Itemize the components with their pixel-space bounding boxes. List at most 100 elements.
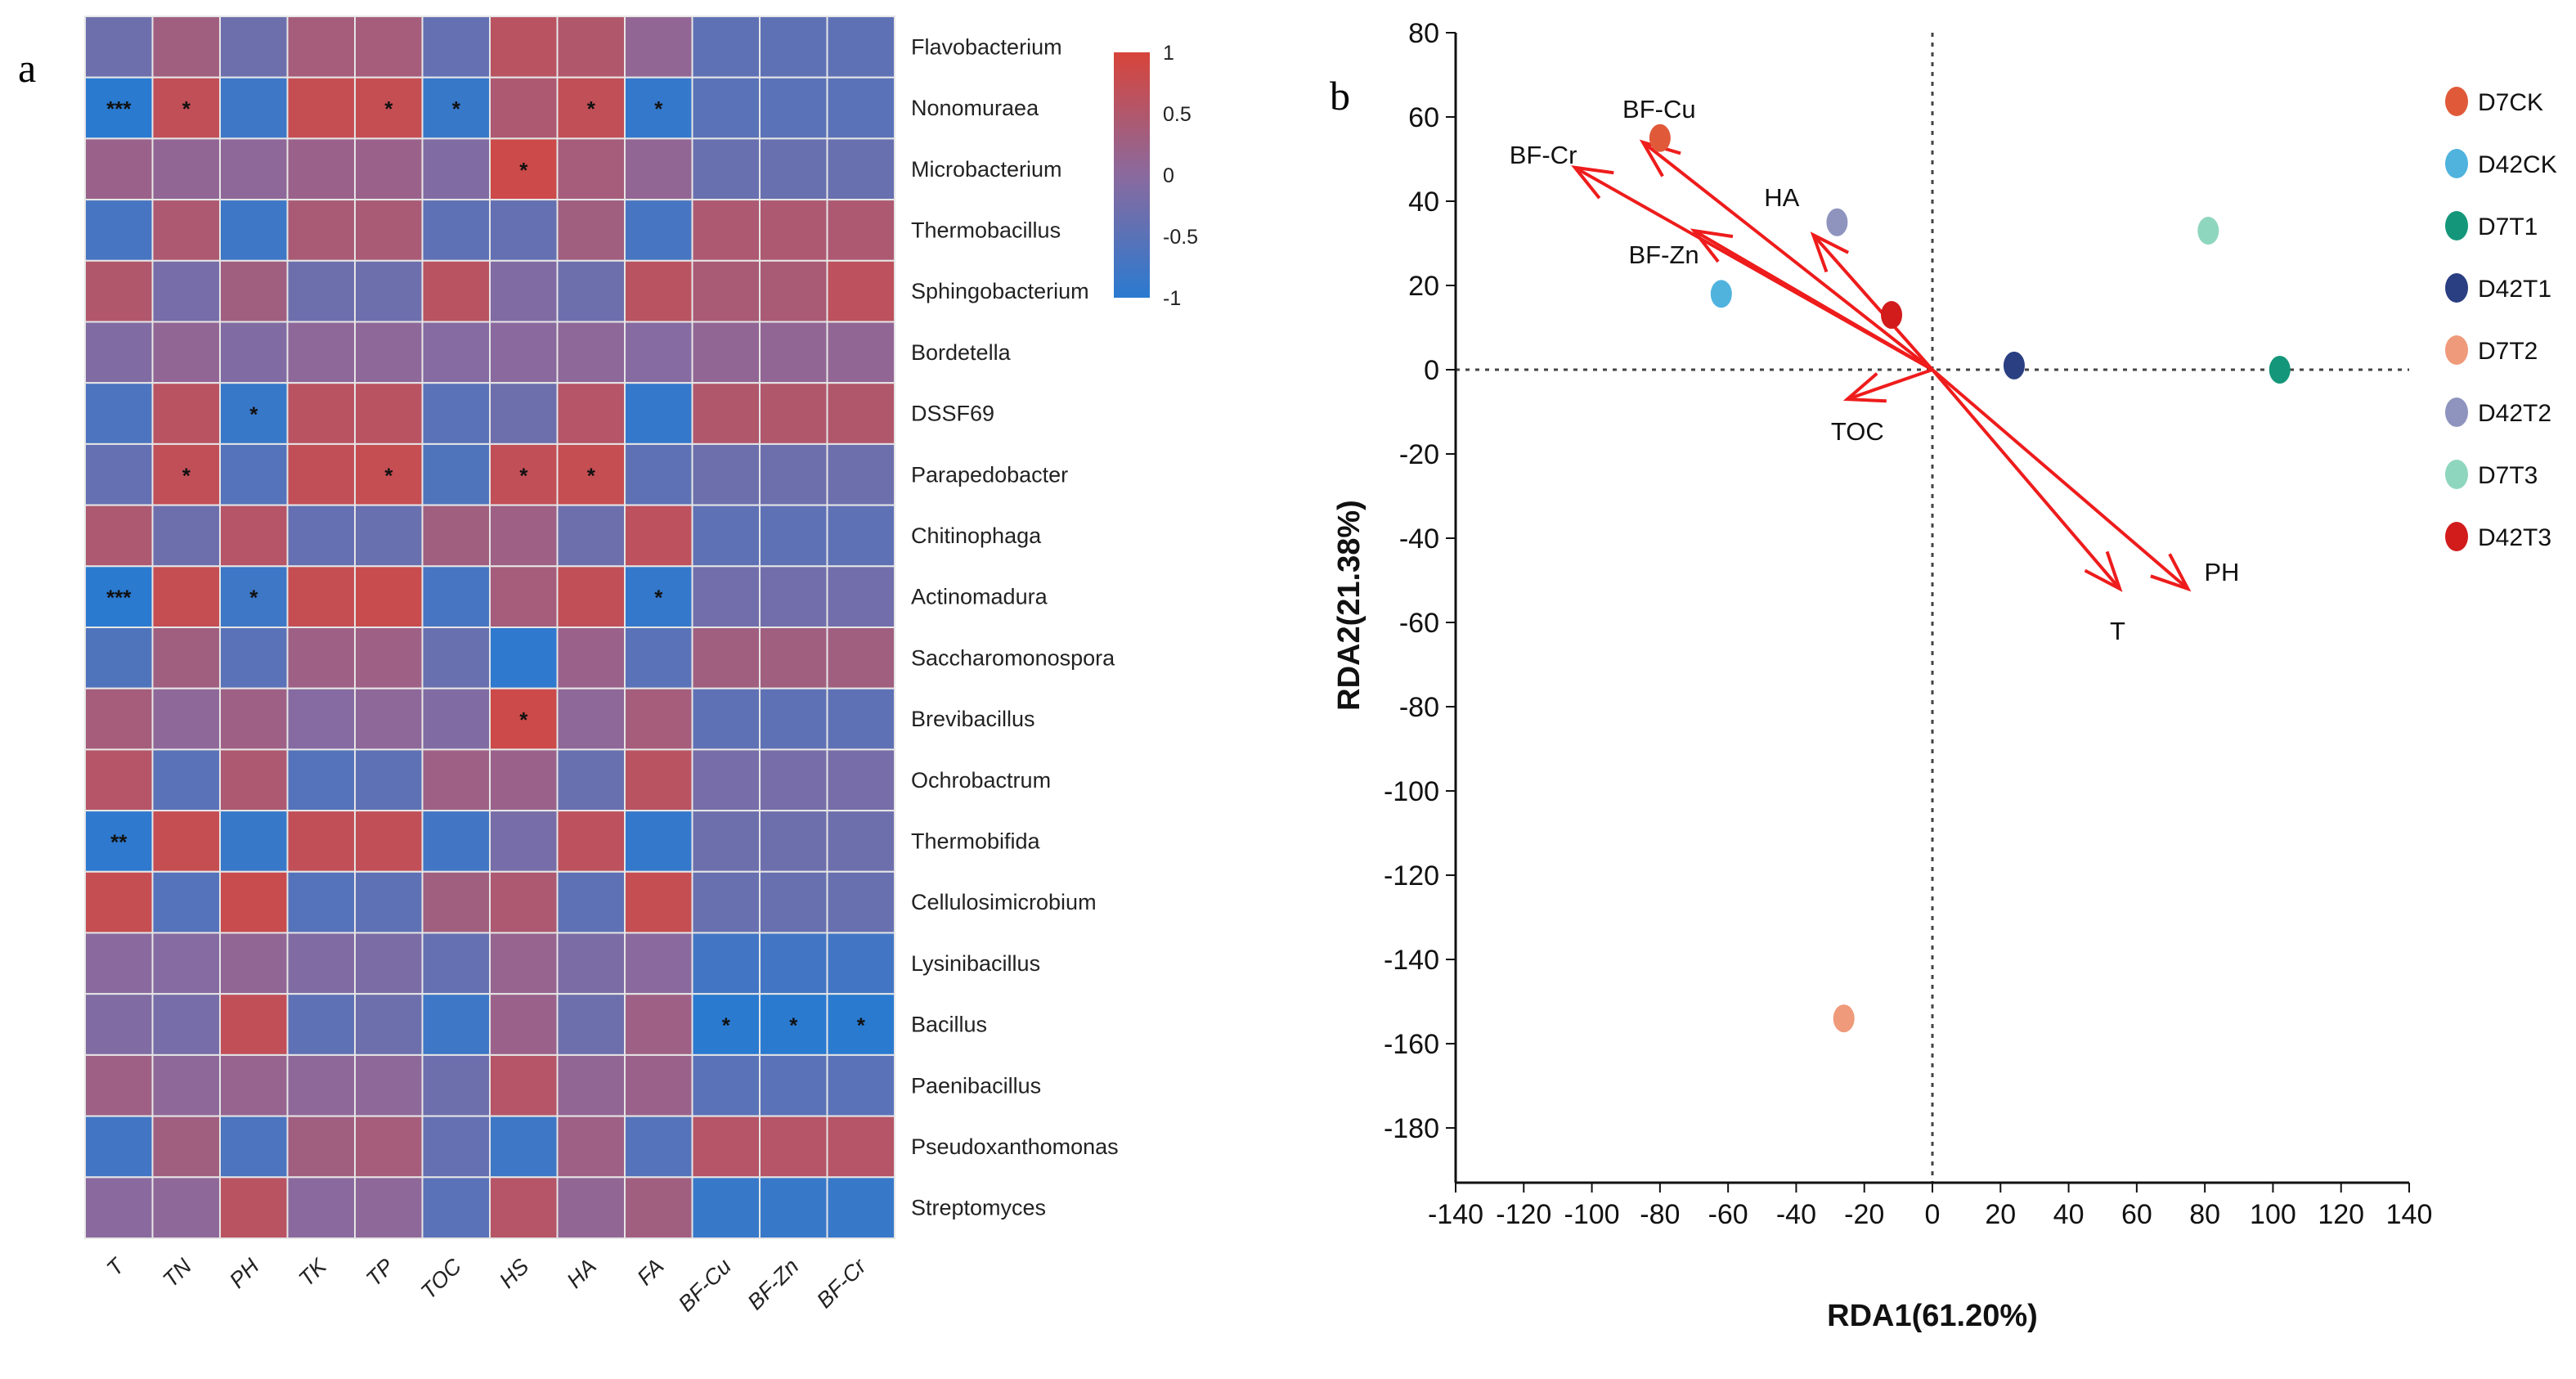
- heatmap-row-label: Ochrobactrum: [911, 768, 1051, 793]
- vector-toc: TOC: [1831, 368, 1933, 446]
- heatmap-cell: [489, 76, 559, 140]
- point-d7t1: [2269, 356, 2291, 384]
- heatmap-cell: [84, 870, 154, 934]
- heatmap-cell: [556, 504, 626, 568]
- heatmap-cell: [759, 565, 828, 628]
- heatmap-cell: [84, 1053, 154, 1117]
- heatmap-cell: [624, 627, 693, 690]
- legend-marker: [2445, 522, 2468, 551]
- point-d42ck: [1710, 280, 1732, 308]
- legend-marker: [2445, 460, 2468, 489]
- x-tick-label: 80: [2189, 1199, 2220, 1230]
- y-tick-label: 20: [1408, 271, 1439, 302]
- heatmap-cell: [826, 627, 895, 690]
- significance-mark: *: [519, 463, 528, 487]
- heatmap-row-label: DSSF69: [911, 402, 994, 426]
- y-tick-label: 80: [1408, 18, 1439, 49]
- heatmap-cell: [489, 321, 559, 384]
- heatmap-row-label: Bacillus: [911, 1013, 987, 1037]
- vector-label: BF-Cr: [1510, 141, 1577, 169]
- heatmap-cell: [421, 1176, 491, 1240]
- point-d7t3: [2197, 217, 2219, 245]
- vector-arrowhead: [1810, 231, 1850, 273]
- heatmap-cell: [624, 748, 693, 812]
- heatmap-cell: [489, 259, 559, 323]
- heatmap-cell: [421, 993, 491, 1056]
- heatmap-cell: [691, 870, 761, 934]
- vector-arrowhead: [1571, 165, 1614, 200]
- x-axis-title: RDA1(61.20%): [1827, 1299, 2038, 1333]
- heatmap-cell: [759, 137, 828, 201]
- heatmap-cell: [624, 1176, 693, 1240]
- vector-ph: PH: [1931, 368, 2239, 592]
- y-tick-label: -180: [1384, 1113, 1439, 1144]
- significance-mark: *: [722, 1013, 731, 1038]
- heatmap-cell: [286, 442, 356, 506]
- point-d7ck: [1649, 124, 1671, 152]
- heatmap-cell: [489, 199, 559, 262]
- heatmap-cell: [421, 321, 491, 384]
- heatmap-cell: [691, 627, 761, 690]
- vector-label: TOC: [1831, 417, 1884, 446]
- vector-line: [1693, 229, 1934, 371]
- significance-mark: *: [519, 158, 528, 182]
- heatmap-cell: [421, 687, 491, 751]
- heatmap-row-label: Microbacterium: [911, 157, 1062, 182]
- heatmap-cell: [691, 1053, 761, 1117]
- heatmap-cell: [84, 748, 154, 812]
- colorbar-tick-label: 0: [1163, 164, 1174, 187]
- heatmap-cell: [556, 932, 626, 995]
- heatmap-cell: [219, 16, 289, 79]
- heatmap-cell: [624, 1115, 693, 1179]
- heatmap-cell: [826, 321, 895, 384]
- x-tick-label: 120: [2318, 1199, 2364, 1230]
- vector-bf-zn: BF-Zn: [1629, 228, 1934, 371]
- heatmap-cell: [624, 382, 693, 445]
- heatmap-cell: [826, 76, 895, 140]
- heatmap-cell: [624, 687, 693, 751]
- heatmap-cell: [84, 993, 154, 1056]
- x-tick-label: 0: [1925, 1199, 1941, 1230]
- heatmap-cell: [826, 748, 895, 812]
- colorbar-tick-label: -1: [1163, 287, 1181, 310]
- heatmap-cell: [219, 748, 289, 812]
- heatmap-cell: [826, 1176, 895, 1240]
- y-tick-label: -160: [1384, 1029, 1439, 1060]
- vector-line: [1811, 233, 1934, 371]
- heatmap-cell: [421, 565, 491, 628]
- colorbar-tick-label: 1: [1163, 42, 1174, 65]
- heatmap-cell: [556, 748, 626, 812]
- heatmap-cell: [286, 382, 356, 445]
- heatmap-cell: [286, 76, 356, 140]
- rda-legend: D7CK D42CK D7T1 D42T1 D7T2 D42T2 D7T3 D42T3: [2445, 87, 2557, 551]
- heatmap-cell: [286, 321, 356, 384]
- heatmap-cell: [84, 687, 154, 751]
- legend-marker: [2445, 87, 2468, 116]
- heatmap-column-label: HA: [562, 1254, 601, 1293]
- heatmap-cell: [556, 259, 626, 323]
- heatmap-cell: [219, 259, 289, 323]
- heatmap-cell: [759, 1115, 828, 1179]
- vector-arrowhead: [1639, 139, 1681, 177]
- colorbar-tick-label: 0.5: [1163, 103, 1192, 126]
- point-d7t2: [1833, 1004, 1855, 1033]
- x-tick-label: -120: [1496, 1199, 1551, 1230]
- heatmap-cell: [84, 504, 154, 568]
- heatmap-cell: [556, 1115, 626, 1179]
- heatmap-cell: [421, 259, 491, 323]
- heatmap-cell: [556, 870, 626, 934]
- heatmap-cell: [219, 1053, 289, 1117]
- heatmap-row-label: Sphingobacterium: [911, 279, 1089, 303]
- heatmap-cell: [691, 259, 761, 323]
- y-tick-label: -40: [1399, 523, 1439, 555]
- heatmap-cell: [354, 321, 424, 384]
- heatmap-cell: [354, 442, 424, 506]
- heatmap-row-label: Chitinophaga: [911, 523, 1042, 548]
- legend-label: D7T1: [2478, 213, 2538, 240]
- heatmap-cell: [826, 687, 895, 751]
- vector-bf-cr: BF-Cr: [1510, 141, 1933, 371]
- heatmap-cell: [219, 687, 289, 751]
- panel-b-label: b: [1330, 73, 1350, 119]
- heatmap-cell: [691, 16, 761, 79]
- legend-marker: [2445, 149, 2468, 178]
